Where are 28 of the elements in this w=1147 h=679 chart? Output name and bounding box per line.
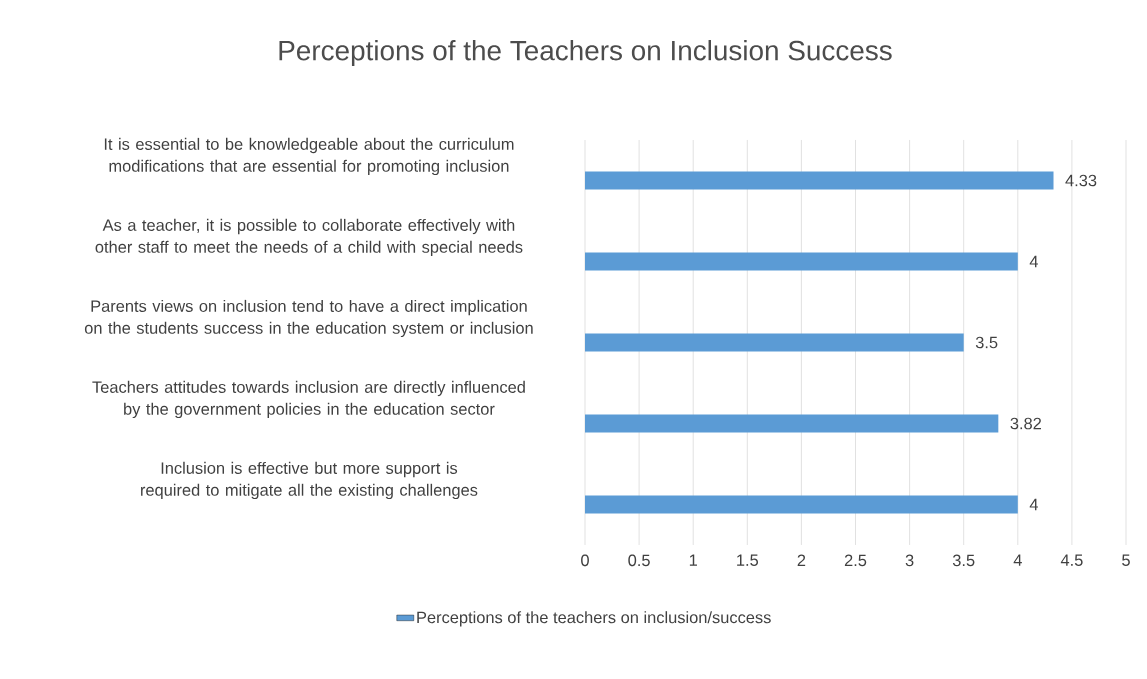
data-label: 4 — [1029, 498, 1038, 511]
legend-label: Perceptions of the teachers on inclusion/success — [417, 611, 771, 627]
x-tick-label: 2.5 — [844, 554, 867, 567]
x-tick-label: 3.5 — [952, 554, 975, 567]
bar — [585, 495, 1018, 514]
data-label: 3.5 — [975, 336, 998, 349]
y-tick-label: It is essential to be knowledgeable about the curriculum modifications that are essential for promoting inclusion — [104, 137, 514, 176]
x-tick-label: 1 — [689, 554, 697, 566]
x-tick-label: 2 — [797, 554, 806, 566]
bar — [585, 414, 999, 433]
y-tick-label: Parents views on inclusion tend to have a direct implication on the students success in the education system or inclusion — [84, 299, 533, 338]
data-label: 4.33 — [1065, 174, 1097, 187]
data-label: 4 — [1029, 255, 1038, 268]
y-tick-label: As a teacher, it is possible to collaborate effectively with other staff to meet the needs of a child with special needs — [95, 218, 523, 257]
x-tick-label: 5 — [1122, 554, 1130, 566]
bar — [585, 333, 964, 352]
bar — [585, 252, 1018, 271]
x-tick-label: 4.5 — [1060, 554, 1083, 566]
chart-title: Perceptions of the Teachers on Inclusion Success — [279, 40, 892, 66]
x-tick-label: 0.5 — [628, 554, 650, 567]
y-tick-label: Inclusion is effective but more support is required to mitigate all the existing challenges — [141, 461, 478, 500]
x-tick-label: 3 — [905, 554, 914, 567]
y-tick-label: Teachers attitudes towards inclusion are directly influenced by the government policies in the education sector — [92, 380, 525, 419]
bar — [585, 171, 1054, 190]
x-tick-label: 1.5 — [737, 554, 759, 566]
x-tick-label: 4 — [1013, 554, 1022, 566]
x-tick-label: 0 — [581, 554, 589, 567]
data-label: 3.82 — [1010, 417, 1042, 430]
